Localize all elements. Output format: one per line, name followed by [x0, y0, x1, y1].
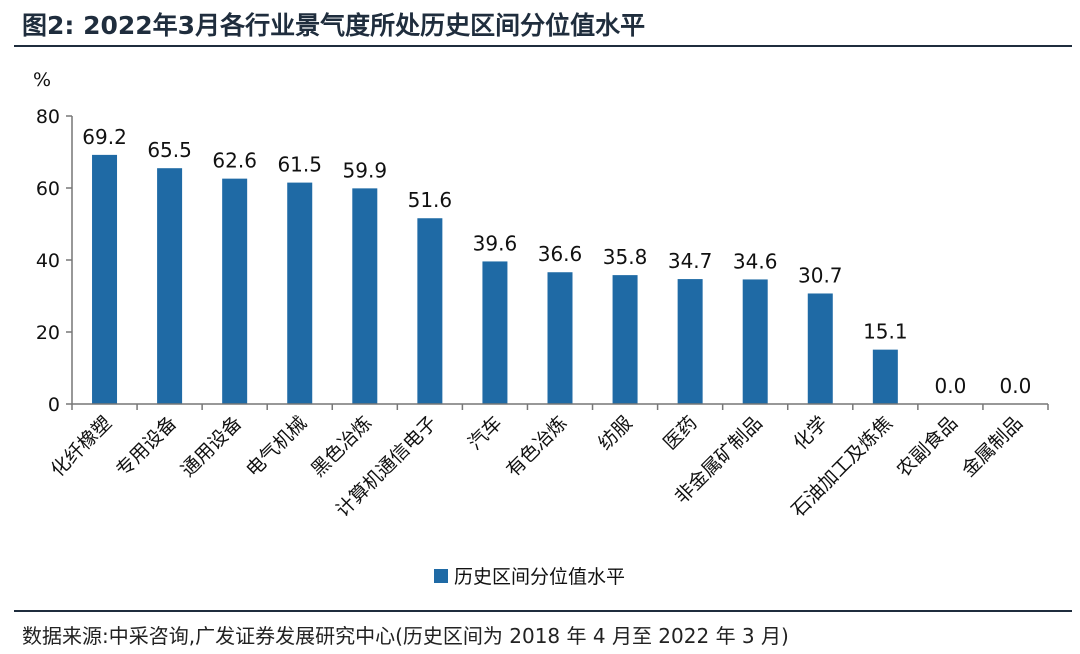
bar	[677, 279, 703, 404]
data-label: 34.6	[733, 249, 778, 273]
bar	[287, 182, 313, 404]
bar	[417, 218, 443, 404]
category-label: 农副食品	[893, 412, 962, 481]
data-label: 34.7	[668, 249, 713, 273]
data-label: 0.0	[934, 374, 966, 398]
bar	[872, 349, 898, 404]
y-axis-label: %	[33, 69, 51, 91]
legend-swatch	[434, 568, 448, 583]
source-note: 数据来源:中采咨询,广发证券发展研究中心(历史区间为 2018 年 4 月至 2…	[22, 624, 789, 648]
category-label: 化学	[789, 412, 831, 454]
data-label: 0.0	[1000, 374, 1032, 398]
y-tick-label: 20	[36, 322, 60, 344]
bar	[807, 293, 833, 404]
y-tick-label: 80	[36, 106, 60, 128]
category-label: 化纤橡塑	[47, 412, 116, 481]
data-label: 65.5	[147, 138, 192, 162]
category-label: 有色冶炼	[502, 412, 571, 481]
category-label: 汽车	[464, 412, 506, 454]
bar	[222, 178, 248, 404]
source-divider	[14, 610, 1072, 612]
category-label: 金属制品	[958, 412, 1027, 481]
data-label: 36.6	[538, 242, 583, 266]
bar	[352, 188, 378, 404]
figure-title: 图2: 2022年3月各行业景气度所处历史区间分位值水平	[22, 11, 646, 40]
data-label: 15.1	[863, 320, 908, 344]
data-label: 30.7	[798, 263, 843, 287]
y-tick-label: 40	[36, 250, 60, 272]
title-divider	[14, 45, 1072, 47]
bar	[157, 168, 183, 404]
legend-label: 历史区间分位值水平	[454, 566, 626, 588]
data-label: 51.6	[408, 188, 453, 212]
bar	[612, 275, 638, 404]
data-label: 62.6	[212, 149, 257, 173]
category-label: 通用设备	[177, 412, 246, 481]
data-label: 59.9	[343, 158, 388, 182]
y-axis: 0 20 40 60 80	[36, 106, 73, 416]
legend: 历史区间分位值水平	[434, 562, 625, 589]
bars: 69.2 65.5 62.6 61.5 59.9 51.6 39.6 36.6 35.8 34.7…	[82, 125, 1031, 404]
data-label: 69.2	[82, 125, 127, 149]
bar	[742, 279, 768, 404]
bar	[482, 261, 508, 404]
bar	[92, 154, 118, 404]
category-label: 电气机械	[242, 412, 311, 481]
bar	[547, 272, 573, 404]
category-label: 专用设备	[112, 412, 181, 481]
y-tick-label: 60	[36, 178, 60, 200]
bar-chart: % 0 20 40 60 80 69.2 65.5 62.6 61.5 59.9 51.6 39.6…	[33, 69, 1049, 522]
category-label: 纺服	[594, 412, 636, 454]
data-label: 35.8	[603, 245, 648, 269]
category-label: 医药	[659, 412, 701, 454]
data-label: 39.6	[473, 231, 518, 255]
y-tick-label: 0	[48, 394, 60, 416]
data-label: 61.5	[277, 153, 322, 177]
